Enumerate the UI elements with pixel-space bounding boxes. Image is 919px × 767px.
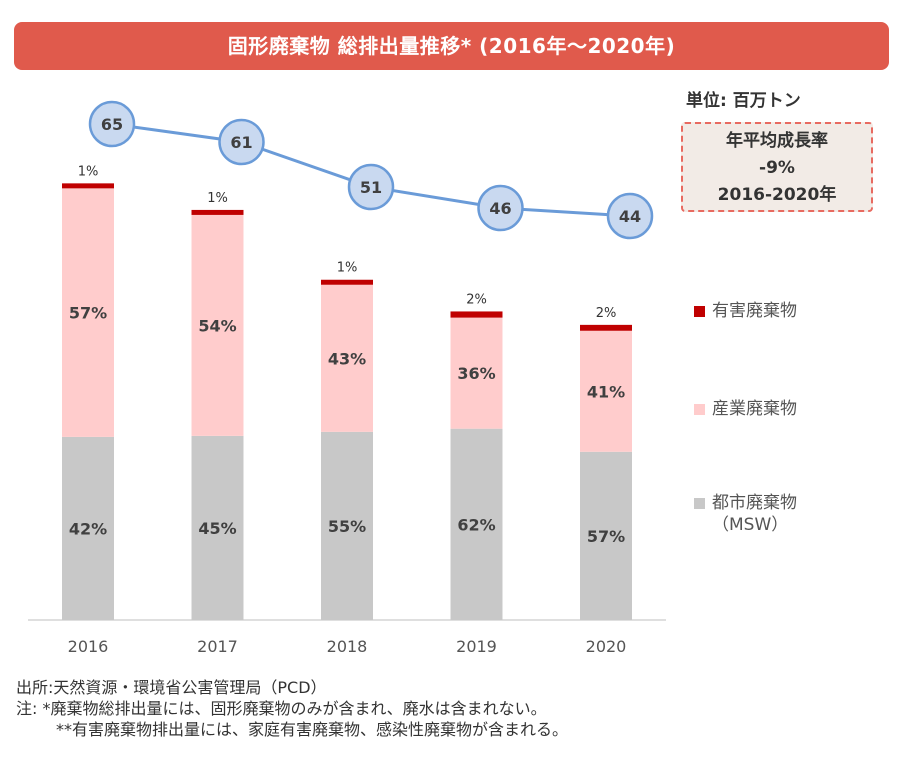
total-marker-2019 [477,184,524,232]
data-label-hazardous-2017: 1% [207,191,228,206]
unit-label: 単位: 百万トン [686,91,801,111]
total-marker-2018 [347,163,395,211]
bar-hazardous-2019 [450,311,503,318]
bar-municipal-2018 [321,431,373,620]
legend-label-hazardous: 有害廃棄物 [712,301,797,321]
x-tick-label-2018: 2018 [327,637,368,656]
footnote-1: 注: *廃棄物総排出量には、固形廃棄物のみが含まれ、廃水は含まれない。 [16,699,547,718]
cagr-box: 年平均成長率 -9% 2016-2020年 [681,122,873,212]
total-label-2018: 51 [360,178,382,197]
total-marker-2016 [88,100,136,148]
x-tick-label-2016: 2016 [68,637,109,656]
data-label-municipal-2016: 42% [69,519,107,538]
total-label-2017: 61 [230,133,252,152]
data-label-industrial-2016: 57% [69,304,107,323]
bar-hazardous-2017 [191,209,244,215]
footnotes: 出所:天然資源・環境省公害管理局（PCD） 注: *廃棄物総排出量には、固形廃棄… [16,677,568,740]
legend-swatch-hazardous [694,306,705,317]
data-label-industrial-2019: 36% [457,364,495,383]
data-label-hazardous-2019: 2% [466,292,487,307]
data-label-municipal-2017: 45% [198,519,236,538]
legend-swatch-industrial [694,404,705,415]
cagr-period: 2016-2020年 [717,185,837,205]
legend-swatch-municipal [694,498,705,509]
source-note: 出所:天然資源・環境省公害管理局（PCD） [16,678,327,697]
bar-industrial-2018 [321,284,373,432]
bar-industrial-2016 [62,188,114,437]
total-marker-2017 [218,118,265,166]
bar-municipal-2019 [450,428,503,620]
x-tick-label-2020: 2020 [586,637,627,656]
bar-municipal-2020 [580,451,632,620]
bar-hazardous-2020 [580,324,632,331]
bar-municipal-2016 [62,436,114,620]
data-label-municipal-2018: 55% [328,517,366,536]
total-marker-2020 [606,192,654,240]
cagr-label: 年平均成長率 [726,131,828,151]
data-label-municipal-2020: 57% [587,527,625,546]
legend-label-industrial: 産業廃棄物 [712,399,797,419]
bar-hazardous-2018 [321,279,373,285]
footnote-2: **有害廃棄物排出量には、家庭有害廃棄物、感染性廃棄物が含まれる。 [56,720,569,739]
data-label-industrial-2020: 41% [587,382,625,401]
data-label-municipal-2019: 62% [457,515,495,534]
x-tick-label-2017: 2017 [197,637,238,656]
bar-industrial-2017 [191,214,244,436]
data-label-industrial-2017: 54% [198,316,236,335]
bar-industrial-2019 [450,317,503,429]
total-label-2019: 46 [489,199,511,218]
bar-hazardous-2016 [62,183,114,189]
data-label-industrial-2018: 43% [328,349,366,368]
data-label-hazardous-2016: 1% [78,164,99,179]
bar-industrial-2020 [580,330,632,452]
total-label-2020: 44 [619,207,641,226]
chart-title: 固形廃棄物 総排出量推移* (2016年〜2020年) [14,22,889,70]
bar-municipal-2017 [191,435,244,620]
cagr-value: -9% [759,158,795,178]
data-label-hazardous-2018: 1% [337,261,358,276]
data-label-hazardous-2020: 2% [596,306,617,321]
total-label-2016: 65 [101,115,123,134]
x-tick-label-2019: 2019 [456,637,497,656]
legend-label-municipal: 都市廃棄物 （MSW） [712,493,797,535]
